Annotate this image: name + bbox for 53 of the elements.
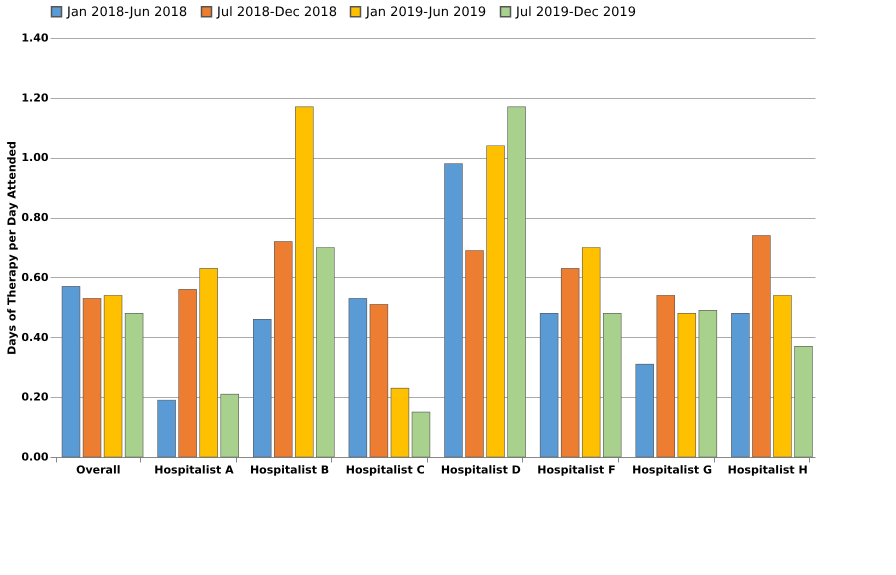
bar (752, 235, 771, 458)
bar (199, 268, 218, 458)
bar (540, 313, 558, 458)
bar (444, 163, 463, 458)
x-tick-label: Hospitalist B (250, 464, 330, 476)
y-axis-title: Days of Therapy per Day Attended (5, 141, 18, 355)
bar (253, 319, 272, 458)
bar (507, 106, 526, 458)
bar (678, 313, 696, 458)
bar (773, 295, 792, 458)
legend-label: Jan 2018-Jun 2018 (66, 4, 188, 20)
bar (412, 412, 430, 458)
bar (104, 295, 122, 458)
bar (370, 304, 388, 458)
x-tick-label: Hospitalist A (154, 464, 234, 476)
legend-label: Jul 2018-Dec 2018 (216, 4, 337, 20)
x-tick-label: Hospitalist C (346, 464, 425, 476)
bar (274, 241, 293, 458)
x-tick-label: Hospitalist F (537, 464, 616, 476)
bar (348, 298, 368, 458)
bar (656, 295, 676, 458)
bar (794, 346, 813, 458)
y-tick-label: 1.40 (21, 32, 49, 44)
bar (636, 364, 654, 458)
bar (178, 289, 197, 458)
legend-label: Jan 2019-Jun 2019 (365, 4, 486, 20)
bar (220, 394, 239, 458)
y-tick-label: 0.40 (21, 330, 49, 344)
bar (124, 313, 144, 458)
legend-label: Jul 2019-Dec 2019 (515, 4, 636, 20)
y-tick-label: 1.00 (21, 151, 49, 164)
bar (486, 145, 505, 458)
bar (316, 247, 335, 458)
bar (698, 310, 718, 458)
x-tick-label: Hospitalist H (728, 464, 808, 476)
y-tick-label: 1.20 (21, 91, 49, 104)
x-tick-label: Overall (76, 464, 120, 476)
x-tick-label: Hospitalist G (632, 464, 712, 476)
y-tick-label: 0.60 (21, 270, 49, 284)
bar (560, 268, 580, 458)
bar (82, 298, 102, 458)
bar (582, 247, 600, 458)
bar (157, 400, 176, 458)
bar (465, 250, 484, 458)
bar (731, 313, 750, 458)
bar (295, 106, 314, 458)
y-tick-label: 0.80 (21, 211, 49, 224)
bar (390, 388, 410, 458)
x-tick-label: Hospitalist D (440, 464, 521, 476)
bar (602, 313, 622, 458)
y-tick-label: 0.20 (21, 390, 49, 404)
y-tick-label: 0.00 (21, 450, 49, 464)
bar (62, 286, 80, 458)
